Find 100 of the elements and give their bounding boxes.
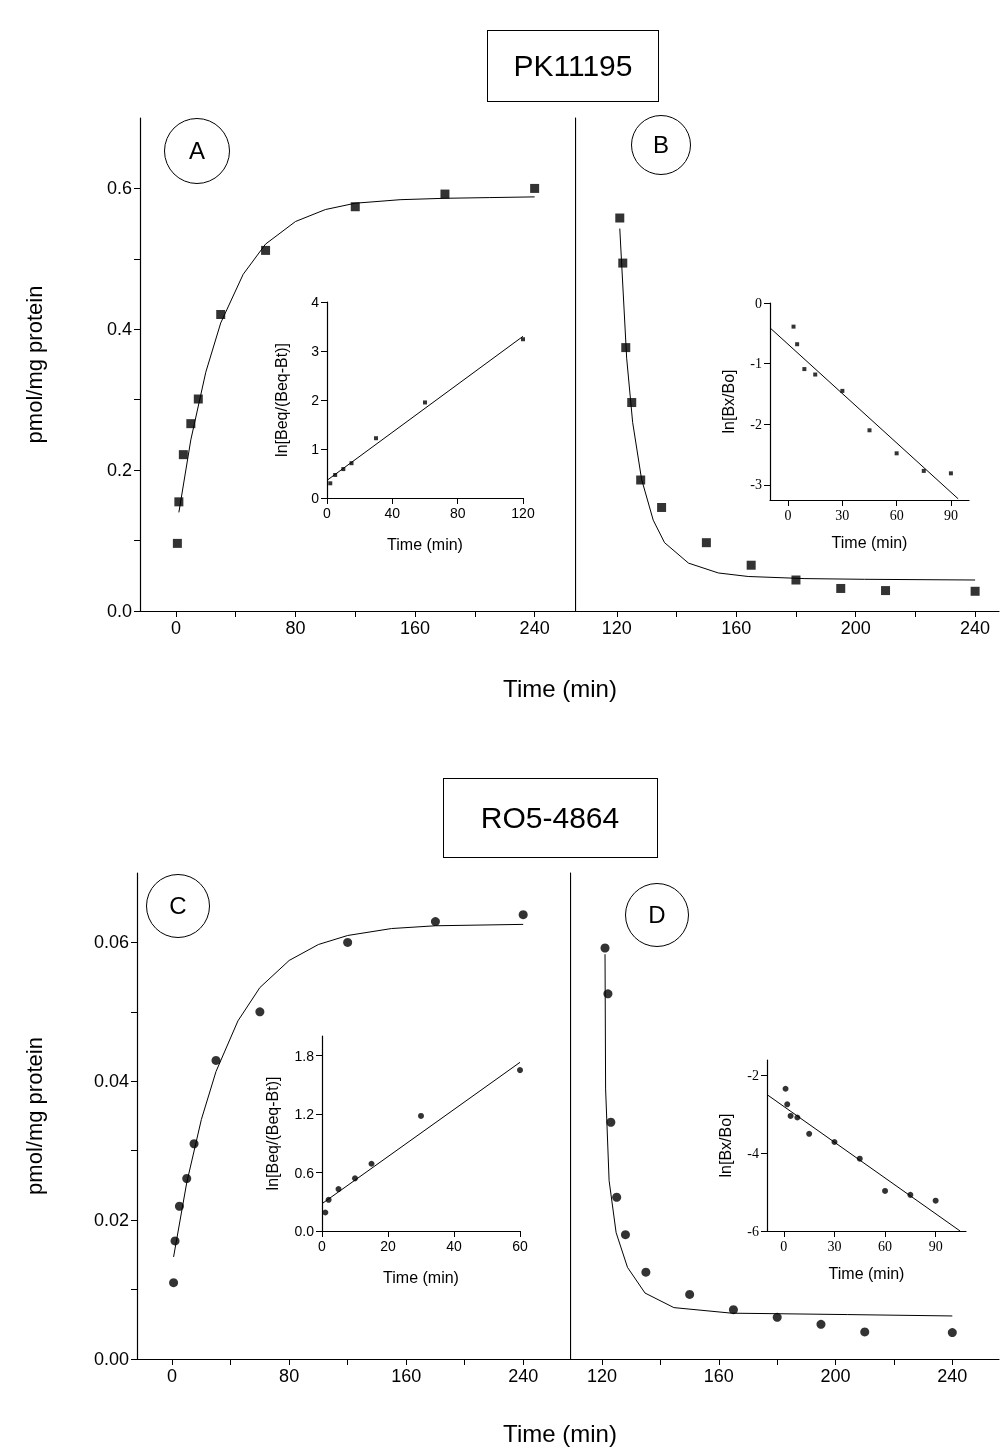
point xyxy=(174,1201,184,1211)
x-tick-label: 0 xyxy=(323,505,332,521)
y-axis-title: pmol/mg protein xyxy=(21,1037,47,1195)
point xyxy=(261,245,271,255)
annotation: A xyxy=(188,137,206,165)
y-tick-label: 1 xyxy=(311,441,320,457)
point xyxy=(772,1312,782,1322)
y-tick-label: 0.6 xyxy=(294,1164,315,1181)
point xyxy=(685,1289,695,1299)
x-tick-label: 120 xyxy=(587,1366,618,1386)
x-tick-label: 40 xyxy=(384,505,401,521)
point xyxy=(881,586,891,596)
point xyxy=(521,337,525,342)
point xyxy=(349,461,354,466)
point xyxy=(178,450,188,460)
point xyxy=(603,989,613,999)
y-tick-label: 0 xyxy=(755,295,762,311)
point xyxy=(860,1327,870,1337)
y-tick-label: -2 xyxy=(747,1068,759,1084)
point xyxy=(836,583,846,593)
x-axis-title: Time (min) xyxy=(828,1264,905,1282)
point xyxy=(186,419,196,429)
point xyxy=(970,586,980,596)
x-axis-title: Time (min) xyxy=(383,1268,459,1286)
x-tick-label: 240 xyxy=(519,618,550,638)
x-tick-label: 160 xyxy=(703,1366,734,1386)
point xyxy=(182,1173,192,1183)
x-tick-label: 0 xyxy=(780,1238,788,1254)
x-tick-label: 160 xyxy=(721,618,752,638)
point xyxy=(341,467,346,472)
point xyxy=(894,451,899,456)
y-tick-label: 0.4 xyxy=(106,319,132,340)
x-tick-label: 240 xyxy=(960,618,991,638)
y-tick-label: 4 xyxy=(311,294,320,310)
point xyxy=(907,1191,914,1198)
point xyxy=(170,1236,180,1246)
point xyxy=(948,471,953,476)
point xyxy=(335,1186,342,1193)
y-tick-label: 1.2 xyxy=(294,1106,315,1122)
point xyxy=(600,943,610,953)
point xyxy=(840,388,845,393)
x-tick-label: 80 xyxy=(279,1366,300,1386)
point xyxy=(518,910,528,920)
x-tick-label: 0 xyxy=(784,507,792,523)
point xyxy=(813,372,818,377)
annotation: D xyxy=(647,901,667,929)
y-tick-label: 2 xyxy=(311,392,320,408)
point xyxy=(806,1130,813,1137)
x-tick-label: 200 xyxy=(820,1366,851,1386)
y-tick-label: -6 xyxy=(747,1223,759,1239)
y-tick-label: 0.04 xyxy=(93,1071,129,1092)
point xyxy=(782,1085,789,1092)
y-tick-label: -1 xyxy=(750,356,762,372)
annotation: C xyxy=(168,892,188,920)
y-tick-label: 0 xyxy=(311,490,320,506)
point xyxy=(728,1305,738,1315)
x-axis-title: Time (min) xyxy=(831,533,908,551)
annotation: B xyxy=(652,131,670,159)
x-tick-label: 240 xyxy=(937,1366,968,1386)
point xyxy=(882,1187,889,1194)
x-tick-label: 200 xyxy=(840,618,871,638)
point xyxy=(374,436,378,441)
y-tick-label: 0.06 xyxy=(93,932,129,953)
point xyxy=(368,1160,375,1167)
point xyxy=(856,1155,863,1162)
point xyxy=(791,324,796,329)
y-tick-label: 0.00 xyxy=(93,1349,129,1369)
point xyxy=(816,1319,826,1329)
point xyxy=(802,367,807,372)
point xyxy=(343,937,353,947)
point xyxy=(325,1196,332,1203)
point xyxy=(636,475,646,485)
point xyxy=(612,1192,622,1202)
point xyxy=(193,394,203,404)
point xyxy=(350,202,360,212)
point xyxy=(831,1139,838,1145)
point xyxy=(621,343,631,353)
point xyxy=(947,1328,957,1338)
y-tick-label: 3 xyxy=(311,343,320,359)
x-axis-title: Time (min) xyxy=(502,1420,618,1448)
point xyxy=(641,1267,651,1277)
y-tick-label: 0.02 xyxy=(93,1210,129,1231)
x-tick-label: 40 xyxy=(446,1238,462,1254)
x-tick-label: 80 xyxy=(285,618,306,638)
x-tick-label: 60 xyxy=(512,1238,528,1254)
point xyxy=(746,560,756,570)
point xyxy=(921,468,926,473)
x-tick-label: 20 xyxy=(380,1238,396,1254)
point xyxy=(211,1055,221,1065)
x-tick-label: 30 xyxy=(827,1238,842,1254)
x-tick-label: 30 xyxy=(835,507,850,523)
x-tick-label: 120 xyxy=(511,505,535,521)
point xyxy=(627,398,637,408)
point xyxy=(795,342,800,347)
point xyxy=(791,575,801,585)
x-tick-label: 0 xyxy=(167,1366,178,1386)
chart-title: PK11195 xyxy=(512,48,634,84)
y-tick-label: -2 xyxy=(750,416,762,432)
point xyxy=(787,1112,794,1119)
x-tick-label: 160 xyxy=(391,1366,422,1386)
